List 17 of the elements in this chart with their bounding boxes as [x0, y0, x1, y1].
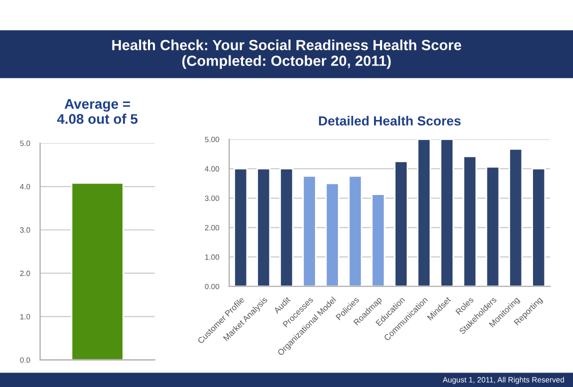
- bar: [302, 175, 316, 286]
- bar: [256, 168, 271, 286]
- bar: [532, 168, 546, 286]
- bar: [486, 166, 500, 286]
- bar: [508, 148, 523, 286]
- chart-title: Detailed Health Scores: [319, 116, 461, 126]
- bar: [440, 139, 454, 286]
- bar: [234, 168, 248, 286]
- bar: [394, 160, 408, 286]
- chart-subtitle: Average = 4.08 out of 5: [57, 99, 138, 124]
- bar: [417, 139, 432, 286]
- bar: [280, 168, 294, 286]
- text: Health Check: Your Social Readiness Health Score (Completed: October 20, 2011): [112, 40, 462, 69]
- bar: [348, 175, 362, 286]
- bar: [462, 156, 477, 286]
- bar: [371, 194, 386, 286]
- bar: [325, 182, 340, 286]
